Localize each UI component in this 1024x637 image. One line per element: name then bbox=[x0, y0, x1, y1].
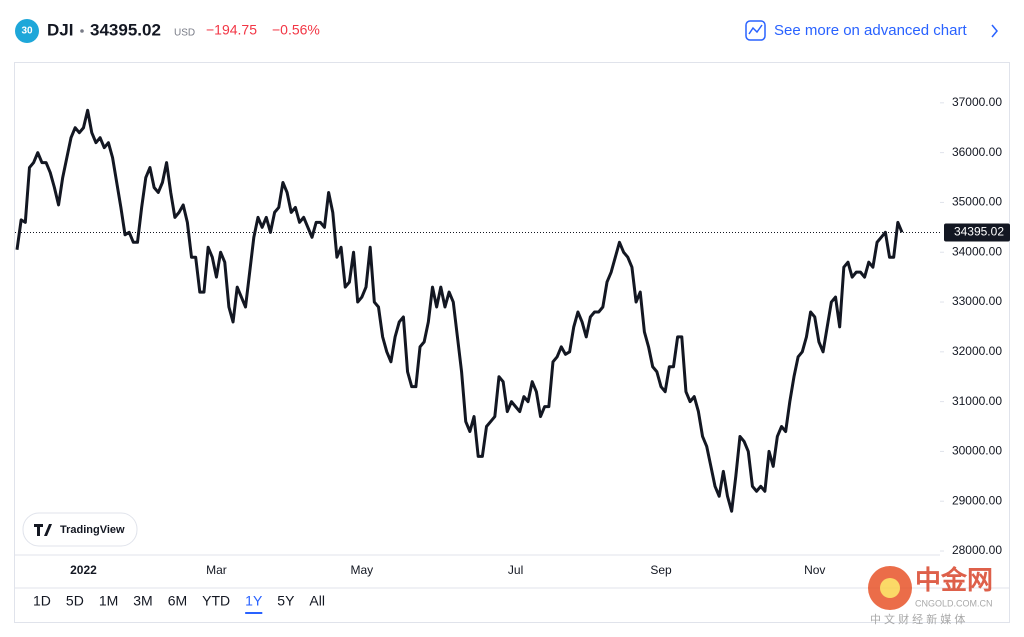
range-button[interactable]: YTD bbox=[202, 593, 230, 609]
currency: USD bbox=[174, 28, 195, 39]
range-button[interactable]: 3M bbox=[133, 593, 152, 609]
price: 34395.02 bbox=[90, 20, 161, 39]
logo[interactable]: TradingView bbox=[22, 512, 138, 547]
watermark-domain: CNGOLD.COM.CN bbox=[915, 598, 993, 608]
separator bbox=[80, 29, 84, 33]
symbol: DJI bbox=[47, 20, 73, 39]
logo-box bbox=[22, 512, 138, 547]
watermark: 中金网 CNGOLD.COM.CN 中 文 财 经 新 媒 体 bbox=[868, 565, 993, 626]
y-tick-label: 28000.00 bbox=[952, 543, 1002, 557]
x-tick-label: Sep bbox=[650, 563, 672, 577]
logo-icon bbox=[34, 524, 52, 536]
range-button[interactable]: 1D bbox=[33, 593, 51, 609]
change: −194.75 bbox=[206, 22, 257, 38]
y-tick-label: 35000.00 bbox=[952, 195, 1002, 209]
logo-text: TradingView bbox=[60, 524, 125, 536]
x-tick-label: 2022 bbox=[70, 563, 97, 577]
link-icon-line bbox=[748, 24, 763, 35]
x-tick-label: Nov bbox=[804, 563, 825, 577]
range-button[interactable]: 1Y bbox=[245, 593, 263, 609]
range-button[interactable]: 1M bbox=[99, 593, 118, 609]
x-tick-label: Mar bbox=[206, 563, 227, 577]
y-tick-label: 33000.00 bbox=[952, 294, 1002, 308]
range-button[interactable]: 5D bbox=[66, 593, 84, 609]
x-tick-label: Jul bbox=[508, 563, 523, 577]
last-price-label: 34395.02 bbox=[954, 225, 1004, 239]
range-button[interactable]: 5Y bbox=[277, 593, 295, 609]
range-button[interactable]: 6M bbox=[168, 593, 187, 609]
y-tick-label: 31000.00 bbox=[952, 394, 1002, 408]
link-text[interactable]: See more on advanced chart bbox=[774, 22, 967, 39]
y-tick-label: 29000.00 bbox=[952, 493, 1002, 507]
price-line bbox=[15, 108, 904, 513]
link-icon bbox=[745, 20, 766, 41]
badge bbox=[15, 19, 39, 43]
last-price-box bbox=[944, 223, 1010, 242]
range-button[interactable]: All bbox=[309, 593, 325, 609]
watermark-slogan: 中 文 财 经 新 媒 体 bbox=[870, 612, 965, 626]
y-tick-label: 30000.00 bbox=[952, 444, 1002, 458]
chevron bbox=[991, 24, 998, 38]
y-tick-label: 32000.00 bbox=[952, 344, 1002, 358]
chart-frame bbox=[14, 62, 1010, 623]
change-pct: −0.56% bbox=[272, 22, 320, 38]
y-tick-label: 36000.00 bbox=[952, 145, 1002, 159]
watermark-name: 中金网 bbox=[915, 565, 993, 595]
watermark-icon-inner bbox=[880, 578, 900, 598]
y-tick-label: 37000.00 bbox=[952, 95, 1002, 109]
advanced-link[interactable]: See more on advanced chart bbox=[745, 20, 998, 41]
x-tick-label: May bbox=[351, 563, 374, 577]
badge-text: 30 bbox=[21, 26, 33, 37]
y-tick-label: 34000.00 bbox=[952, 244, 1002, 258]
